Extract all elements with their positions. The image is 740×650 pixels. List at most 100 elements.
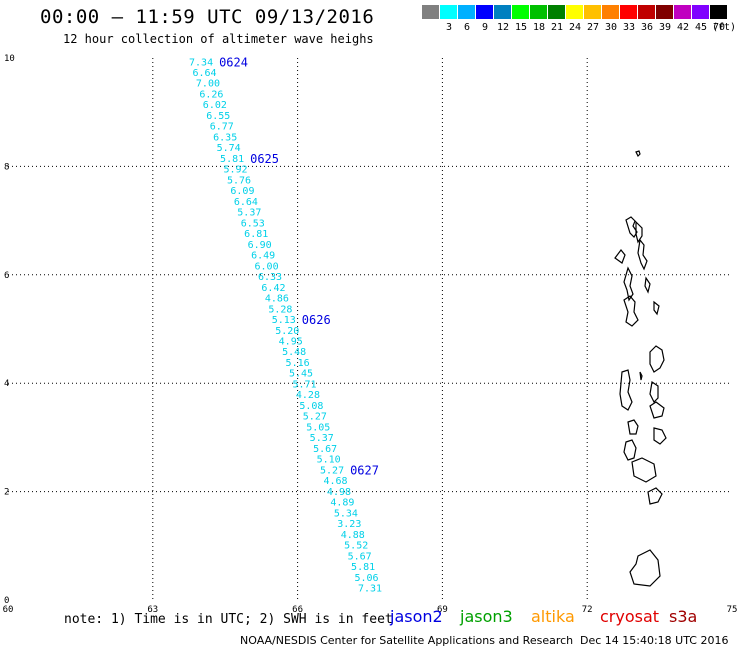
colorbar-label: 39 [658, 22, 672, 33]
colorbar-label: 9 [481, 22, 489, 33]
colorbar-label: 30 [604, 22, 618, 33]
wave-height-value: 7.34 [189, 57, 213, 68]
wave-height-value: 5.92 [223, 165, 247, 176]
island-addu [629, 549, 661, 587]
wave-height-value: 6.64 [192, 68, 216, 79]
colorbar-swatch [530, 5, 547, 19]
satellite-legend-jason3: jason3 [460, 607, 513, 626]
colorbar-label: 27 [586, 22, 600, 33]
wave-height-value: 5.37 [310, 433, 334, 444]
wave-height-value: 5.34 [334, 508, 358, 519]
satellite-legend-altika: altika [531, 607, 575, 626]
wave-height-value: 5.67 [313, 444, 337, 455]
wave-height-value: 4.68 [323, 476, 347, 487]
maldives-landmass [614, 150, 667, 587]
colorbar-swatch [638, 5, 655, 19]
island-atoll-9 [647, 487, 663, 505]
colorbar-label: 3 [445, 22, 453, 33]
island-atoll-3 [623, 266, 651, 302]
wave-height-value: 5.20 [275, 326, 299, 337]
colorbar-swatch [440, 5, 457, 19]
colorbar-label: 42 [676, 22, 690, 33]
map-subtitle: 12 hour collection of altimeter wave hei… [63, 32, 374, 46]
colorbar-swatch [602, 5, 619, 19]
colorbar-swatch [548, 5, 565, 19]
wave-height-value: 6.26 [199, 89, 223, 100]
wave-height-value: 5.37 [237, 208, 261, 219]
wave-height-value: 4.98 [327, 487, 351, 498]
colorbar-unit: (ft) [712, 22, 737, 33]
generated-timestamp: Dec 14 15:40:18 UTC 2016 [580, 634, 729, 647]
wave-height-value: 6.49 [251, 251, 275, 262]
wave-height-value: 6.00 [255, 261, 279, 272]
wave-height-value: 5.28 [268, 304, 292, 315]
longitude-tick-label: 69 [437, 605, 448, 615]
latitude-tick-label: 0 [4, 596, 9, 606]
colorbar-swatch [692, 5, 709, 19]
wave-height-value: 5.48 [282, 347, 306, 358]
wave-height-value: 5.16 [286, 358, 310, 369]
wave-height-value: 5.27 [320, 465, 344, 476]
wave-height-value: 6.64 [234, 197, 258, 208]
wave-height-value: 4.95 [279, 337, 303, 348]
colorbar-swatch [458, 5, 475, 19]
latitude-tick-label: 8 [4, 162, 9, 172]
island-atoll-5 [639, 345, 665, 381]
wave-height-value: 5.06 [355, 573, 379, 584]
wave-height-value: 6.02 [203, 100, 227, 111]
wave-height-value: 5.08 [299, 401, 323, 412]
island-atoll-7 [627, 401, 667, 445]
colorbar-swatch [494, 5, 511, 19]
colorbar-label: 12 [496, 22, 510, 33]
colorbar-label: 6 [463, 22, 471, 33]
colorbar-label: 18 [532, 22, 546, 33]
map-title: 00:00 – 11:59 UTC 09/13/2016 [40, 6, 375, 28]
colorbar-label: 15 [514, 22, 528, 33]
island-atoll-6 [619, 369, 659, 411]
wave-height-value: 5.13 [272, 315, 296, 326]
wave-height-value: 5.71 [292, 379, 316, 390]
longitude-tick-label: 72 [582, 605, 593, 615]
wave-height-value: 5.27 [303, 412, 327, 423]
wave-height-value: 3.23 [337, 519, 361, 530]
time-label: 0625 [250, 152, 279, 166]
colorbar-swatch [422, 5, 439, 19]
colorbar-label: 36 [640, 22, 654, 33]
colorbar-label: 70 [712, 22, 726, 33]
island-atoll-1 [625, 216, 643, 244]
time-label: 0626 [302, 313, 331, 327]
credit-line: NOAA/NESDIS Center for Satellite Applica… [240, 634, 574, 647]
colorbar-label: 45 [694, 22, 708, 33]
longitude-tick-label: 63 [147, 605, 158, 615]
wave-height-value: 6.81 [244, 229, 268, 240]
colorbar-label: 33 [622, 22, 636, 33]
wave-height-value: 6.53 [241, 218, 265, 229]
colorbar-label: 24 [568, 22, 582, 33]
wave-height-value: 6.33 [258, 272, 282, 283]
latitude-tick-label: 4 [4, 379, 9, 389]
wave-height-value: 5.10 [317, 455, 341, 466]
longitude-tick-label: 75 [727, 605, 738, 615]
wave-height-value: 5.76 [227, 175, 251, 186]
wave-height-value: 4.28 [296, 390, 320, 401]
footer-note: note: 1) Time is in UTC; 2) SWH is in fe… [64, 612, 393, 627]
wave-height-value: 5.05 [306, 422, 330, 433]
latitude-tick-label: 2 [4, 488, 9, 498]
island-atoll-2 [614, 238, 648, 271]
wave-height-value: 6.55 [206, 111, 230, 122]
satellite-legend-s3a: s3a [669, 607, 698, 626]
wave-height-value: 5.81 [220, 154, 244, 165]
wave-height-value: 6.09 [230, 186, 254, 197]
wave-height-value: 4.86 [265, 294, 289, 305]
satellite-legend-jason2: jason2 [390, 607, 443, 626]
wave-height-value: 6.35 [213, 132, 237, 143]
colorbar-swatch [656, 5, 673, 19]
wave-height-value: 5.74 [217, 143, 241, 154]
wave-height-value: 5.81 [351, 562, 375, 573]
map-grid: 60 63 66 69 72 75 0 2 4 6 8 10 [3, 54, 738, 615]
wave-height-value: 5.52 [344, 541, 368, 552]
latitude-tick-label: 10 [4, 54, 15, 64]
latitude-tick-label: 6 [4, 271, 9, 281]
colorbar-swatch [476, 5, 493, 19]
